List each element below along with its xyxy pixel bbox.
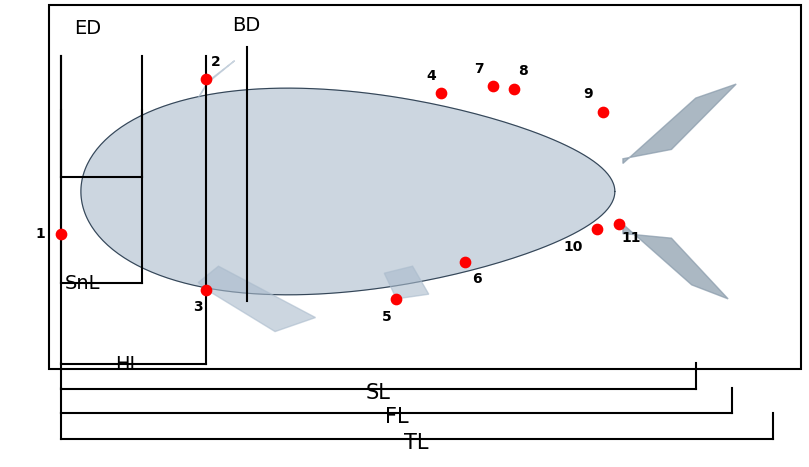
Point (612, 239, 625, 247)
Point (390, 164, 403, 172)
Text: ED: ED (74, 19, 101, 38)
Point (200, 384, 213, 391)
Text: HL: HL (115, 354, 141, 374)
Text: SnL: SnL (65, 274, 100, 293)
Text: BD: BD (233, 16, 260, 35)
Text: 4: 4 (426, 69, 436, 83)
Text: 11: 11 (621, 231, 641, 245)
Text: SL: SL (366, 382, 390, 403)
Point (591, 234, 604, 242)
Text: 5: 5 (382, 310, 392, 324)
Polygon shape (81, 88, 615, 295)
Point (200, 174, 213, 181)
Polygon shape (198, 61, 235, 98)
Text: 6: 6 (472, 272, 482, 286)
Text: TL: TL (404, 433, 429, 453)
Point (596, 351, 609, 359)
Text: 9: 9 (583, 87, 593, 101)
Polygon shape (623, 84, 736, 163)
Polygon shape (623, 224, 728, 299)
Point (54, 230, 67, 237)
Text: 2: 2 (211, 55, 221, 69)
Point (507, 375, 520, 382)
Point (459, 202, 472, 209)
Point (487, 377, 500, 384)
Point (434, 370, 447, 377)
Polygon shape (384, 266, 429, 299)
Text: 7: 7 (474, 62, 484, 76)
Text: 3: 3 (193, 300, 203, 314)
Text: FL: FL (384, 407, 409, 427)
Polygon shape (198, 266, 316, 332)
Bar (49, 5, 801, 369)
Text: 8: 8 (519, 64, 528, 78)
Text: 1: 1 (36, 226, 45, 241)
Text: 10: 10 (563, 240, 582, 254)
